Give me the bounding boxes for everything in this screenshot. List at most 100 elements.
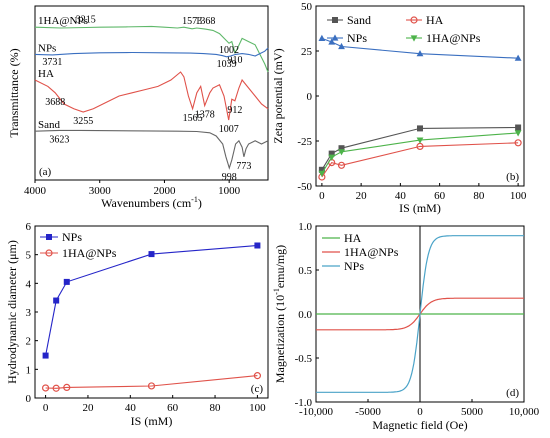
- panel-c-hydrodynamic: 0 20 40 60 80 100 0 1 2 3 4 5 6 IS (mM) Hydrodynamic d…: [5, 221, 269, 428]
- panel-a-x-tick-label: 4000: [24, 185, 47, 197]
- panel-c-data-point: [147, 382, 156, 390]
- panel-d-magnetization: -10,000 -5000 0 5000 10,000 -1.0 -0.5 0.0 0.5 1.0…: [272, 221, 540, 432]
- panel-c-legend-label: 1HA@NPs: [62, 246, 117, 260]
- panel-b-legend-marker: [410, 35, 418, 42]
- panel-d-y-axis-label: Magnetization (10-1emu/mg): [272, 245, 287, 383]
- panel-c-series-line: [45, 244, 258, 356]
- panel-c-y-tick-label: 1: [26, 364, 32, 376]
- panel-a-peak-annotation: 3623: [49, 134, 69, 145]
- panel-a-peak-annotation: 3255: [73, 116, 93, 127]
- panel-a-peak-annotation: 3688: [45, 97, 65, 108]
- panel-a-peak-annotation: 1565: [183, 113, 203, 124]
- panel-c-data-point: [63, 278, 70, 285]
- panel-b-data-point: [416, 50, 424, 57]
- panel-c-y-tick-label: 2: [26, 336, 32, 348]
- panel-c-data-point: [253, 372, 262, 380]
- panel-a-x-tick-label: 2000: [153, 185, 176, 197]
- panel-d-x-tick-label: 5000: [461, 406, 484, 418]
- panel-d-y-tick-label: 0.0: [298, 309, 312, 321]
- panel-b-panel-label: (b): [506, 171, 519, 183]
- panel-a-frame: [34, 5, 269, 181]
- panel-c-legend-label: NPs: [62, 230, 82, 244]
- panel-d-y-tick-label: -1.0: [295, 397, 313, 409]
- panel-b-data-point: [318, 170, 326, 177]
- panel-b-x-tick-label: 100: [510, 190, 527, 202]
- panel-b-data-point: [318, 34, 326, 41]
- panel-b-legend-label: Sand: [347, 13, 371, 27]
- panel-d-x-axis-label: Magnetic field (Oe): [372, 418, 467, 432]
- panel-a-peak-annotation: 3215: [76, 15, 96, 26]
- panel-a-series-line: [34, 25, 269, 73]
- panel-b-y-tick-label: 0: [307, 91, 313, 103]
- panel-b-data-point: [417, 125, 423, 132]
- panel-a-series-label: NPs: [38, 42, 56, 54]
- panel-a-x-tick-label: 1000: [218, 185, 241, 197]
- panel-b-data-point: [416, 137, 424, 144]
- panel-c-y-tick-label: 4: [26, 278, 32, 290]
- panel-b-y-tick-label: -50: [297, 181, 312, 193]
- panel-c-data-point: [254, 242, 261, 249]
- panel-a-series-label: 1HA@NPs: [38, 15, 88, 27]
- panel-d-legend-label: NPs: [344, 259, 364, 273]
- panel-c-x-tick-label: 20: [82, 402, 94, 414]
- panel-b-y-axis-label: Zeta potential (mV): [271, 48, 285, 143]
- panel-b-x-tick-label: 40: [395, 190, 407, 202]
- panel-d-x-tick-label: 0: [417, 406, 423, 418]
- panel-a-ftir: 4000 3000 2000 1000 Wavenumbers (cm-1) Transm…: [7, 5, 269, 210]
- panel-c-data-point: [148, 251, 155, 258]
- panel-d-x-tick-label: 10,000: [509, 406, 540, 418]
- panel-b-y-tick-label: -25: [297, 136, 312, 148]
- panel-c-data-point: [63, 383, 71, 391]
- panel-b-data-point: [514, 130, 522, 137]
- panel-b-y-tick-label: 50: [301, 1, 313, 13]
- panel-c-data-point: [52, 384, 60, 392]
- panel-b-series-line: [321, 142, 519, 178]
- panel-b-data-point: [338, 145, 345, 152]
- panel-b-legend-label: HA: [426, 13, 444, 27]
- panel-b-data-point: [338, 149, 345, 156]
- panel-a-peak-annotation: 1368: [195, 16, 215, 27]
- panel-a-series-line: [34, 71, 269, 121]
- panel-b-data-point: [514, 54, 522, 61]
- panel-d-y-tick-label: 1.0: [298, 221, 312, 233]
- panel-a-peak-annotation: 3731: [42, 57, 62, 68]
- panel-a-series-line: [34, 129, 269, 170]
- panel-c-panel-label: (c): [251, 383, 264, 395]
- panel-b-legend-marker: [332, 17, 338, 23]
- panel-c-x-tick-label: 40: [125, 402, 137, 414]
- panel-b-x-tick-label: 0: [319, 190, 325, 202]
- panel-b-data-point: [338, 42, 345, 50]
- panel-b-x-tick-label: 60: [434, 190, 446, 202]
- panel-d-series-line: [316, 235, 524, 393]
- panel-c-y-tick-label: 3: [26, 307, 32, 319]
- panel-b-legend-label: 1HA@NPs: [426, 31, 481, 45]
- panel-d-x-tick-label: -5000: [355, 406, 381, 418]
- panel-a-series-label: Sand: [38, 119, 61, 131]
- panel-c-x-axis-label: IS (mM): [131, 414, 173, 428]
- panel-c-y-tick-label: 0: [26, 393, 32, 405]
- panel-a-series-line: [34, 47, 269, 58]
- panel-b-legend-label: NPs: [347, 31, 367, 45]
- panel-c-x-tick-label: 100: [249, 402, 266, 414]
- panel-b-x-tick-label: 20: [356, 190, 368, 202]
- panel-c-x-tick-label: 60: [167, 402, 179, 414]
- panel-b-data-point: [328, 154, 336, 161]
- panel-c-data-point: [42, 352, 49, 359]
- panel-c-y-axis-label: Hydrodynamic diameter (μm): [5, 240, 19, 384]
- panel-a-peak-annotation: 998: [222, 172, 237, 183]
- panel-b-x-tick-label: 80: [473, 190, 485, 202]
- panel-b-data-point: [328, 150, 335, 157]
- panel-b-y-tick-label: 25: [301, 46, 313, 58]
- panel-a-panel-label: (a): [39, 166, 52, 178]
- panel-c-y-tick-label: 5: [26, 250, 32, 262]
- panel-a-peak-annotation: 1378: [195, 110, 215, 121]
- panel-a-peak-annotation: 1007: [219, 124, 239, 135]
- panel-b-data-point: [337, 161, 346, 169]
- panel-c-legend-marker: [46, 234, 52, 240]
- panel-b-data-point: [318, 166, 325, 173]
- panel-b-x-axis-label: IS (mM): [399, 201, 441, 215]
- panel-d-x-tick-label: -10,000: [299, 406, 333, 418]
- panel-a-peak-annotation: 773: [236, 161, 251, 172]
- panel-a-peak-annotation: 1039: [217, 59, 237, 70]
